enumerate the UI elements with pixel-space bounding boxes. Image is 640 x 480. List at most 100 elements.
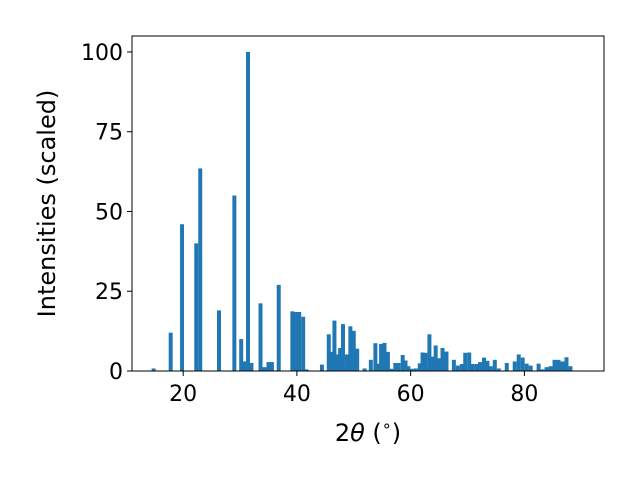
bar xyxy=(239,339,244,371)
bar xyxy=(560,361,565,371)
bar xyxy=(385,351,390,371)
x-tick-label: 20 xyxy=(169,382,197,407)
bar xyxy=(348,326,353,371)
bar xyxy=(373,343,378,371)
bar xyxy=(470,363,475,371)
bar xyxy=(168,332,173,371)
bar xyxy=(423,352,428,371)
y-tick-label: 75 xyxy=(95,121,123,146)
bar xyxy=(437,358,442,371)
bar xyxy=(512,361,517,371)
bar xyxy=(151,368,156,371)
x-axis-label: 2θ (∘) xyxy=(335,416,401,447)
bar xyxy=(430,356,435,371)
bars-group xyxy=(151,51,573,371)
bar xyxy=(232,195,237,371)
bar xyxy=(297,311,302,371)
y-tick-label: 0 xyxy=(109,360,123,385)
bar xyxy=(496,368,501,371)
bar xyxy=(516,354,521,371)
bar xyxy=(488,366,493,371)
bar xyxy=(492,359,497,371)
bar xyxy=(393,363,398,371)
bar xyxy=(355,348,360,371)
bar xyxy=(548,366,553,371)
bar xyxy=(440,348,445,371)
bar xyxy=(568,366,573,371)
x-tick-label: 40 xyxy=(283,382,311,407)
bar xyxy=(400,355,405,371)
x-axis-label-part: ) xyxy=(392,419,401,447)
x-tick-label: 60 xyxy=(397,382,425,407)
bar xyxy=(389,368,394,371)
bar xyxy=(536,363,541,371)
bar xyxy=(382,342,387,371)
bar xyxy=(326,334,331,371)
bar xyxy=(413,368,418,371)
bar xyxy=(217,310,221,371)
bar xyxy=(338,348,343,371)
bar xyxy=(544,367,549,371)
y-tick-label: 50 xyxy=(95,200,123,225)
bar xyxy=(246,51,250,371)
bar xyxy=(258,303,263,371)
bar xyxy=(340,324,345,371)
bar xyxy=(332,320,337,371)
x-axis-label-part: θ xyxy=(350,419,365,447)
y-tick-label: 100 xyxy=(81,41,123,66)
bar xyxy=(368,359,373,371)
bar xyxy=(564,357,569,371)
y-tick-label: 25 xyxy=(95,280,123,305)
bar xyxy=(198,168,203,371)
bar xyxy=(427,334,432,371)
bar xyxy=(478,362,483,371)
x-axis-label-part: 2 xyxy=(335,419,350,447)
bar xyxy=(293,311,298,371)
bar xyxy=(266,362,271,371)
bar xyxy=(262,367,267,371)
bar xyxy=(180,224,185,371)
bar xyxy=(249,363,254,371)
y-axis-ticks: 0 25 50 75 100 xyxy=(81,41,132,385)
bar xyxy=(290,311,295,371)
plot-frame xyxy=(131,35,605,372)
bar xyxy=(344,354,349,371)
bar xyxy=(420,352,425,371)
bar xyxy=(451,359,456,371)
bar xyxy=(463,352,468,371)
bar xyxy=(301,316,306,371)
bar xyxy=(335,354,340,371)
bar xyxy=(329,351,334,371)
bar xyxy=(556,359,561,371)
bar xyxy=(482,357,486,371)
bar xyxy=(552,359,557,371)
bar xyxy=(269,362,274,371)
bar xyxy=(396,363,401,371)
x-axis-label-part: ∘ xyxy=(382,416,392,435)
bar xyxy=(528,365,533,371)
bar xyxy=(304,369,309,371)
bar xyxy=(379,343,384,371)
bar xyxy=(433,345,438,371)
x-axis-ticks: 20 40 60 80 xyxy=(169,371,538,407)
bar xyxy=(406,366,411,371)
bar xyxy=(520,357,525,371)
bar xyxy=(455,365,460,371)
x-tick-label: 80 xyxy=(510,382,538,407)
bar xyxy=(444,351,449,371)
bar xyxy=(319,364,324,371)
bar xyxy=(276,284,281,371)
bar xyxy=(403,360,408,371)
bar xyxy=(524,363,529,371)
bar xyxy=(351,330,356,371)
bar xyxy=(409,368,414,371)
x-axis-label-part: ( xyxy=(365,419,382,447)
bar xyxy=(485,360,490,371)
bar xyxy=(540,369,545,371)
bar xyxy=(474,363,479,371)
bar xyxy=(194,243,199,371)
bar xyxy=(459,363,464,371)
y-axis-label: Intensities (scaled) xyxy=(33,90,61,318)
bar xyxy=(242,361,247,371)
